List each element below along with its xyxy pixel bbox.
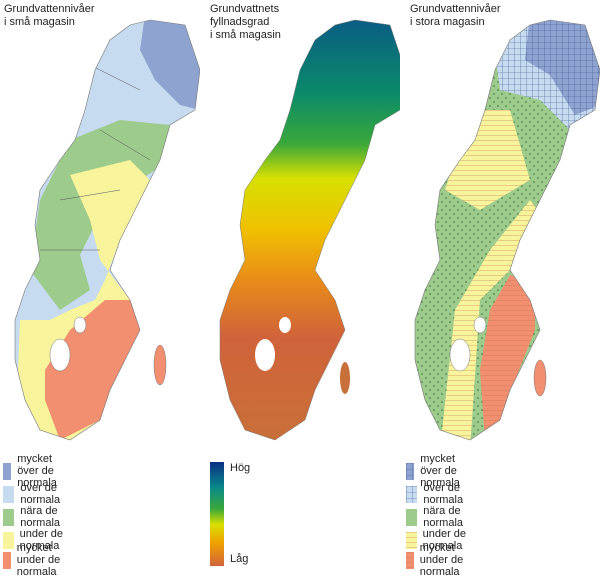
legend-swatch — [3, 485, 15, 503]
legend-swatch — [406, 485, 418, 503]
legend-gradient-bar — [210, 462, 224, 566]
legend-label: mycket under de normala — [419, 542, 464, 578]
title-line: fyllnadsgrad — [210, 16, 270, 28]
legend-label: över de normala — [20, 482, 61, 506]
legend-swatch — [3, 551, 11, 569]
legend-swatch — [3, 462, 12, 480]
legend-swatch — [3, 531, 14, 549]
legend-item: över de normala — [3, 482, 68, 506]
legend-label: över de normala — [423, 482, 464, 506]
legend-item: mycket under de normala — [406, 542, 471, 578]
legend-swatch — [3, 508, 15, 526]
legend-swatch — [406, 508, 418, 526]
legend-item: mycket under de normala — [3, 542, 68, 578]
legend-label: nära de normala — [20, 505, 61, 529]
map-title-fill-degree: Grundvattnets fyllnadsgrad i små magasin — [210, 3, 281, 42]
map-title-small-levels: Grundvattennivåer i små magasin — [4, 3, 95, 29]
legend-high-label: Hög — [230, 462, 251, 474]
legend-swatch — [406, 551, 414, 569]
legend-item: nära de normala — [406, 505, 471, 529]
legend-item: under de normala — [406, 528, 471, 552]
title-line: Grundvattennivåer — [410, 3, 501, 15]
region-much-below — [45, 300, 140, 440]
map-fill-degree — [219, 19, 400, 441]
title-line: Grundvattnets — [210, 3, 280, 15]
legend-label: mycket under de normala — [16, 542, 61, 578]
legend-item: under de normala — [3, 528, 68, 552]
map-large-levels — [414, 19, 600, 441]
map-title-large-levels: Grundvattennivåer i stora magasin — [410, 3, 501, 29]
legend-item: nära de normala — [3, 505, 68, 529]
title-line: i små magasin — [210, 29, 281, 41]
legend-swatch — [406, 531, 417, 549]
legend-label: under de normala — [422, 528, 467, 552]
legend-label: mycket över de normala — [17, 453, 57, 489]
legend-item: mycket över de normala — [406, 453, 471, 489]
title-line: Grundvattennivåer — [4, 3, 95, 15]
region-much-above — [140, 20, 200, 110]
legend-label: mycket över de normala — [420, 453, 460, 489]
map-small-levels — [14, 19, 200, 441]
legend-item: mycket över de normala — [3, 453, 68, 489]
title-line: i små magasin — [4, 16, 75, 28]
legend-swatch — [406, 462, 415, 480]
title-line: i stora magasin — [410, 16, 485, 28]
legend-label: nära de normala — [423, 505, 464, 529]
legend-low-label: Låg — [230, 553, 249, 565]
legend-item: över de normala — [406, 482, 471, 506]
legend-label: under de normala — [19, 528, 64, 552]
